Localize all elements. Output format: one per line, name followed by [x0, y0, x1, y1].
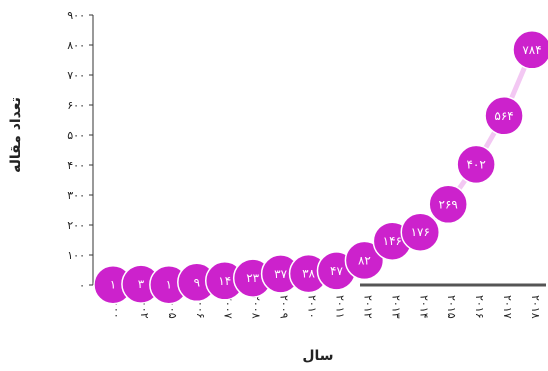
data-label: ۱ [166, 278, 172, 292]
data-label: ۹ [194, 275, 200, 289]
y-tick-label: ۷۰۰ [67, 69, 85, 82]
data-point [428, 184, 468, 225]
data-point [512, 30, 548, 70]
y-tick-label: ۶۰۰ [67, 99, 85, 112]
data-label: ۷۸۴ [522, 43, 541, 57]
axes [92, 15, 546, 287]
data-point [484, 96, 524, 136]
y-tick-label: ۸۰۰ [67, 39, 85, 52]
data-label: ۱۴۶ [383, 234, 402, 248]
data-label: ۴۷ [330, 264, 343, 278]
y-tick-label: ۳۰۰ [67, 189, 85, 202]
y-tick-label: ۰ [79, 279, 85, 292]
data-label: ۳ [138, 277, 145, 291]
data-label: ۴۰۲ [466, 157, 485, 171]
y-tick-label: ۲۰۰ [67, 219, 85, 232]
data-label: ۳۷ [274, 267, 287, 281]
y-tick-label: ۵۰۰ [67, 129, 85, 142]
y-ticks: ۰ ۱۰۰ ۲۰۰ ۳۰۰ ۴۰۰ ۵۰۰ ۶۰۰ ۷۰۰ ۸۰۰ ۹۰۰ [67, 9, 93, 292]
series: ۱ ۳ ۱ ۹ ۱۴ ۲۳ ۳۷ ۳۸ ۴۷ ۸۲ ۱۴۶ ۱۷۶ ۲۶۹ ۴۰۲ ۵۶۴ ۷۸۴ [93, 30, 548, 305]
y-tick-label: ۴۰۰ [67, 159, 85, 172]
data-point [344, 240, 385, 281]
data-label: ۱ [110, 278, 116, 292]
x-tick-label: ۲۰۰۹ [278, 295, 291, 319]
data-label: ۱۷۶ [411, 225, 430, 239]
y-axis-title: تعداد مقاله [8, 97, 24, 173]
x-tick-label: ۲۰۱۴ [417, 295, 430, 319]
data-label: ۳۸ [302, 267, 315, 281]
data-label: ۲۶۹ [439, 197, 458, 211]
x-tick-label: ۲۰۱۳ [389, 295, 402, 319]
y-tick-label: ۱۰۰ [67, 249, 85, 262]
data-label: ۸۲ [358, 253, 371, 267]
x-axis-title: سال [302, 348, 333, 364]
x-tick-label: ۲۰۱۵ [445, 295, 458, 319]
x-tick-label: ۲۰۰۷ [222, 295, 235, 319]
data-label: ۱۴ [218, 274, 231, 288]
data-label: ۲۳ [246, 271, 259, 285]
data-point [456, 144, 496, 185]
x-tick-label: ۲۰۰۸ [250, 295, 263, 319]
x-tick-label: ۲۰۱۰ [306, 295, 319, 319]
x-tick-label: ۲۰۱۶ [473, 295, 486, 319]
x-tick-label: ۲۰۱۷ [501, 295, 514, 319]
x-tick-label: ۲۰۱۸ [529, 295, 542, 319]
data-point [400, 212, 441, 252]
x-tick-label: ۲۰۱۱ [333, 295, 346, 319]
y-tick-label: ۹۰۰ [67, 9, 85, 22]
x-tick-label: ۲۰۱۲ [361, 295, 374, 319]
data-label: ۵۶۴ [494, 109, 513, 123]
